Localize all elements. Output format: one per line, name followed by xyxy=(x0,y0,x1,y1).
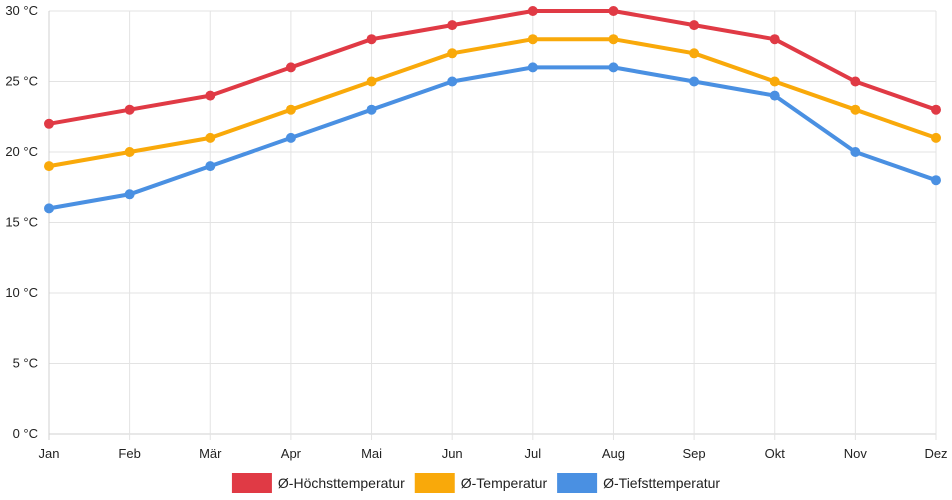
data-point[interactable] xyxy=(205,90,216,101)
x-tick-label: Feb xyxy=(118,446,140,461)
legend-label: Ø-Tiefsttemperatur xyxy=(603,475,720,491)
data-point[interactable] xyxy=(931,175,941,186)
y-tick-label: 30 °C xyxy=(5,3,38,18)
data-point[interactable] xyxy=(366,76,377,87)
data-point[interactable] xyxy=(124,104,135,115)
x-tick-label: Dez xyxy=(924,446,947,461)
data-point[interactable] xyxy=(527,62,538,73)
legend: Ø-Höchsttemperatur Ø-Temperatur Ø-Tiefstte… xyxy=(231,473,720,493)
series-line xyxy=(47,9,938,126)
legend-item[interactable]: Ø-Höchsttemperatur xyxy=(231,473,405,493)
data-point[interactable] xyxy=(850,147,861,157)
x-tick-label: Nov xyxy=(844,446,868,461)
x-tick-label: Jun xyxy=(442,446,463,461)
data-point[interactable] xyxy=(931,104,941,115)
data-point[interactable] xyxy=(769,34,780,45)
y-tick-label: 10 °C xyxy=(5,285,38,300)
x-tick-label: Aug xyxy=(602,446,625,461)
legend-swatch xyxy=(557,473,598,493)
data-point[interactable] xyxy=(608,6,619,16)
x-tick-label: Mär xyxy=(199,446,222,461)
data-point[interactable] xyxy=(205,132,216,143)
data-point[interactable] xyxy=(44,118,54,129)
data-point[interactable] xyxy=(608,62,619,73)
data-point[interactable] xyxy=(285,132,296,143)
x-tick-label: Jul xyxy=(525,446,542,461)
legend-item[interactable]: Ø-Tiefsttemperatur xyxy=(557,473,720,493)
legend-label: Ø-Temperatur xyxy=(461,475,548,491)
data-point[interactable] xyxy=(769,76,780,87)
x-tick-label: Apr xyxy=(281,446,302,461)
data-point[interactable] xyxy=(366,34,377,45)
data-point[interactable] xyxy=(769,90,780,101)
data-point[interactable] xyxy=(689,48,700,59)
data-point[interactable] xyxy=(44,161,54,172)
legend-label: Ø-Höchsttemperatur xyxy=(278,475,405,491)
data-point[interactable] xyxy=(205,161,216,172)
x-tick-label: Okt xyxy=(765,446,786,461)
series-lines xyxy=(44,6,941,214)
data-point[interactable] xyxy=(527,34,538,45)
y-tick-label: 25 °C xyxy=(5,74,38,89)
legend-swatch xyxy=(231,473,272,493)
legend-swatch xyxy=(414,473,455,493)
data-point[interactable] xyxy=(527,6,538,16)
axes: 0 °C 5 °C 10 °C 15 °C 20 °C 25 °C 30 °C Jan Feb M… xyxy=(5,3,947,461)
data-point[interactable] xyxy=(285,104,296,115)
data-point[interactable] xyxy=(124,147,135,157)
y-tick-label: 20 °C xyxy=(5,144,38,159)
series-0 xyxy=(44,6,941,129)
data-point[interactable] xyxy=(608,34,619,45)
series-2 xyxy=(44,62,941,214)
data-point[interactable] xyxy=(124,189,135,200)
x-tick-label: Jan xyxy=(39,446,60,461)
data-point[interactable] xyxy=(447,20,458,31)
x-tick-label: Sep xyxy=(683,446,706,461)
x-tick-label: Mai xyxy=(361,446,382,461)
y-tick-label: 0 °C xyxy=(13,426,38,441)
data-point[interactable] xyxy=(366,104,377,115)
y-tick-label: 5 °C xyxy=(13,356,38,371)
data-point[interactable] xyxy=(850,76,861,87)
data-point[interactable] xyxy=(850,104,861,115)
y-tick-label: 15 °C xyxy=(5,215,38,230)
data-point[interactable] xyxy=(285,62,296,73)
data-point[interactable] xyxy=(44,203,54,214)
series-line xyxy=(47,37,938,169)
legend-item[interactable]: Ø-Temperatur xyxy=(414,473,548,493)
data-point[interactable] xyxy=(689,20,700,31)
series-line xyxy=(47,65,938,211)
data-point[interactable] xyxy=(447,76,458,87)
series-1 xyxy=(44,34,941,172)
data-point[interactable] xyxy=(689,76,700,87)
data-point[interactable] xyxy=(447,48,458,59)
data-point[interactable] xyxy=(931,132,941,143)
